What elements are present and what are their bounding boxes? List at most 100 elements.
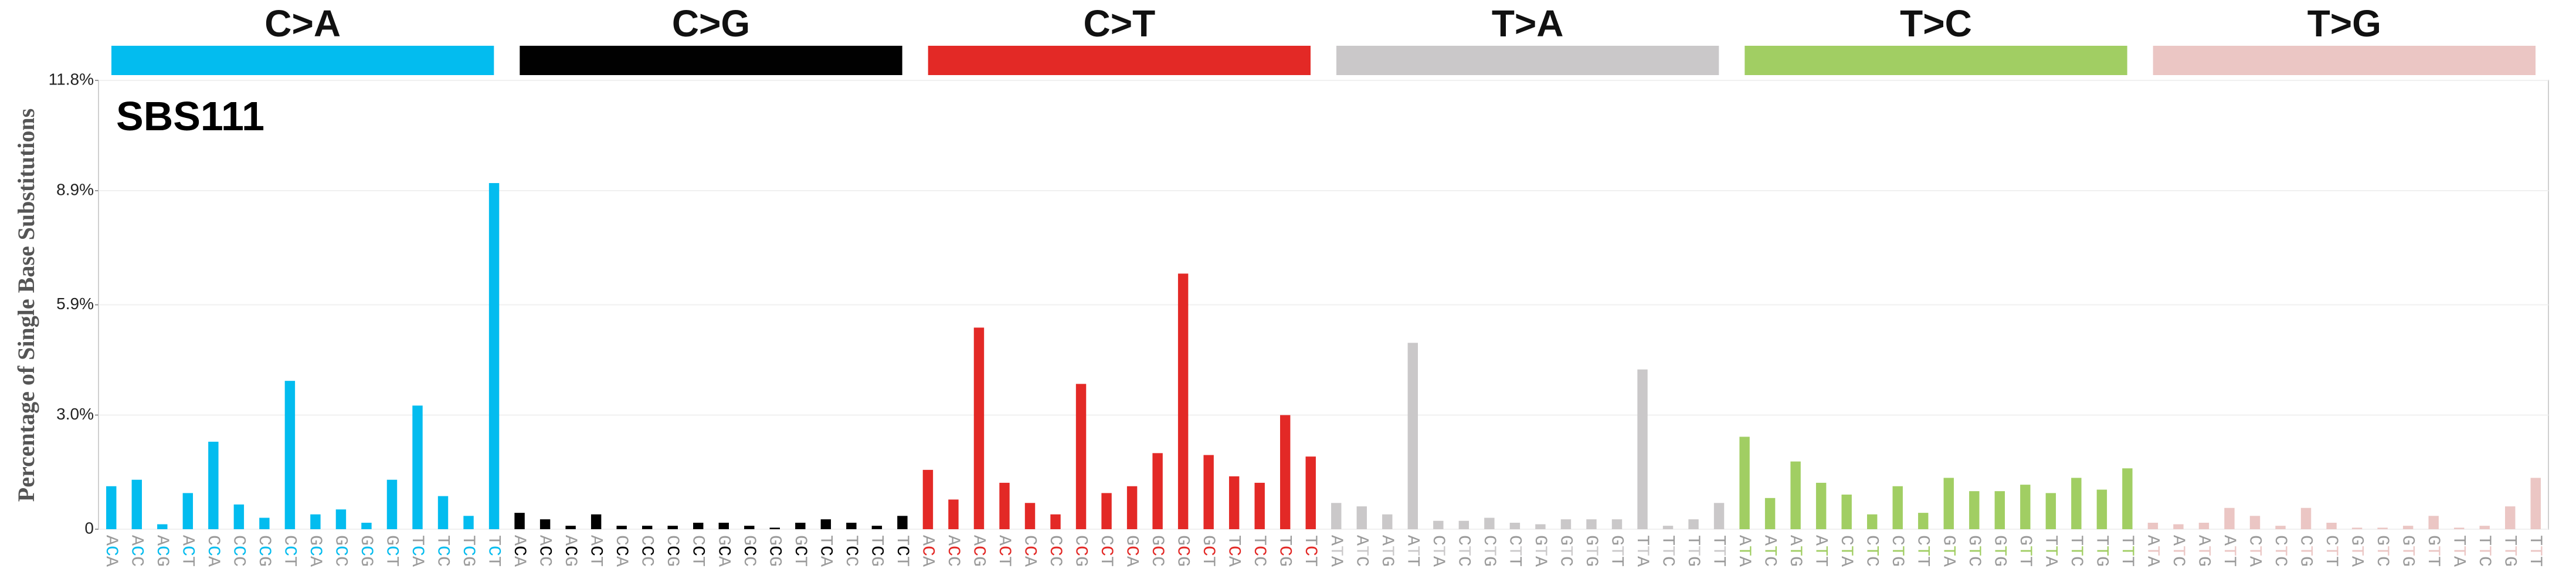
x-tick-label: TCT [892,535,912,567]
bar [642,526,653,529]
bar [2453,527,2465,529]
group-bar [1336,46,1719,75]
x-tick-label: ACA [509,535,529,567]
x-tick-label: GTG [1581,535,1601,567]
bar [1841,495,1852,529]
x-tick-label: ATC [1351,535,1371,567]
bar [1560,519,1572,529]
bar [565,526,576,529]
x-tick-label: ATA [1734,535,1754,567]
bar [539,519,551,529]
y-tick-label: 3.0% [56,405,94,423]
x-tick-label: TTA [2449,535,2469,567]
x-tick-label: ACT [994,535,1014,567]
bar [590,514,602,529]
bar [2249,516,2261,529]
bar [1177,273,1189,529]
x-tick-label: ATC [2168,535,2188,567]
bar [1611,519,1623,529]
bar [1535,524,1546,529]
bar [1075,384,1087,529]
bar [1764,498,1776,529]
bar [1790,461,1801,529]
x-tick-label: GCC [331,535,351,567]
group-label: T>G [2307,2,2381,45]
x-tick-label: TCC [433,535,453,567]
bar [1458,520,1469,529]
group-label: C>G [672,2,750,45]
bar [361,522,372,529]
x-tick-label: CTA [2245,535,2265,567]
bar [2377,527,2388,529]
x-tick-label: CTG [1887,535,1907,567]
x-tick-label: CTT [2321,535,2341,567]
x-tick-label: TTG [2091,535,2111,567]
bar [131,479,142,529]
x-tick-label: CTC [1453,535,1473,567]
x-tick-label: TTG [1683,535,1703,567]
bar [1228,476,1240,529]
x-tick-label: TTT [2525,535,2545,567]
bar [2096,489,2107,529]
bar [616,526,627,529]
x-tick-label: CCT [279,535,299,567]
x-tick-label: GTT [1607,535,1627,567]
bar [1688,519,1699,529]
bar [795,522,806,529]
bar [973,327,985,529]
y-tick-label: 11.8% [49,70,94,88]
x-tick-label: TCG [1275,535,1295,567]
bar [2300,507,2312,529]
bar [693,522,704,529]
bar [1815,482,1827,529]
x-tick-label: GTG [2398,535,2418,567]
x-tick-label: TCA [407,535,427,567]
bar [820,519,831,529]
x-tick-label: CCG [1071,535,1091,567]
x-tick-label: CCG [254,535,274,567]
bar [1280,415,1291,529]
x-tick-label: TCA [815,535,835,567]
x-tick-label: CTG [1479,535,1499,567]
x-tick-label: CTC [2270,535,2290,567]
bar [2479,526,2490,529]
bar [1152,453,1163,529]
bar [233,504,245,529]
x-tick-label: CTC [1862,535,1882,567]
x-tick-label: ACA [101,535,121,567]
bar [1943,478,1954,529]
x-tick-label: ACG [560,535,580,567]
x-tick-label: ATT [2219,535,2239,567]
bar [897,516,908,529]
bar [1509,522,1521,529]
x-tick-label: GTT [2423,535,2443,567]
x-tick-label: GCG [1173,535,1193,567]
bar [1637,369,1648,529]
x-tick-label: CTA [1836,535,1856,567]
x-tick-label: CTT [1913,535,1933,567]
group-bar [111,46,494,75]
x-tick-label: GCA [305,535,325,567]
bar [999,482,1010,529]
bar [2505,506,2516,529]
x-tick-label: GTG [1989,535,2009,567]
y-axis-label: Percentage of Single Base Substitutions [13,109,39,502]
x-tick-label: ATA [1326,535,1346,567]
group-label: C>A [264,2,341,45]
x-tick-label: TTC [1658,535,1678,567]
bar [769,527,780,529]
x-tick-label: GCA [1122,535,1142,567]
bar [1994,491,2005,529]
x-tick-label: ACC [943,535,963,567]
bar [182,493,194,529]
bar [1918,513,1929,529]
x-tick-label: ACT [586,535,606,567]
bar [208,441,219,529]
x-tick-label: GCG [764,535,784,567]
bar [463,516,474,529]
bar [1305,456,1316,529]
group-label: C>T [1083,2,1155,45]
bar [1866,514,1878,529]
bar [667,526,678,529]
